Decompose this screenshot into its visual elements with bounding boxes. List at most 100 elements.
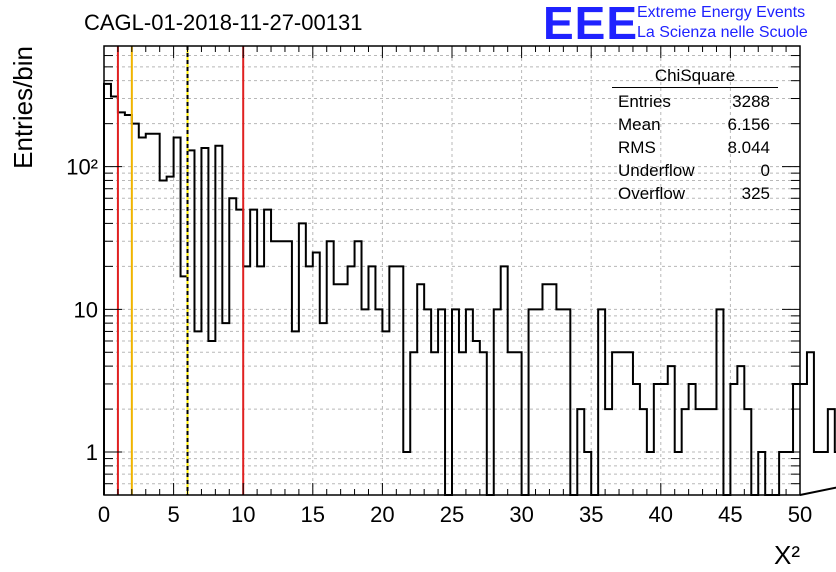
histogram-bin	[257, 266, 264, 495]
histogram-bin	[515, 352, 522, 495]
logo-line-1: Extreme Energy Events	[637, 4, 806, 21]
stats-value: 6.156	[727, 115, 770, 134]
histogram-bin	[473, 341, 480, 495]
histogram-bin	[689, 384, 696, 495]
x-tick-label: 30	[509, 502, 533, 527]
histogram-bin	[542, 284, 549, 495]
histogram-bin	[675, 452, 682, 495]
x-tick-label: 40	[649, 502, 673, 527]
histogram-bin	[431, 352, 438, 495]
histogram-bin	[368, 266, 375, 495]
y-tick-label: 1	[86, 440, 98, 465]
histogram-bin	[382, 331, 389, 495]
histogram-bin	[139, 137, 146, 495]
histogram-bin	[480, 352, 487, 495]
histogram-bin	[626, 352, 633, 495]
histogram-bin	[612, 352, 619, 495]
histogram-bin	[167, 177, 174, 495]
stats-value: 0	[760, 161, 770, 180]
histogram-bin	[438, 309, 445, 495]
histogram-bin	[410, 352, 417, 495]
histogram-bin	[828, 409, 835, 495]
histogram-bin	[814, 452, 821, 495]
x-tick-label: 10	[231, 502, 255, 527]
histogram-bin	[396, 266, 403, 495]
histogram-bin	[271, 241, 278, 495]
y-axis-label: Entries/bin	[8, 46, 38, 169]
histogram-bin	[146, 134, 153, 495]
logo-line-2: La Scienza nelle Scuole	[637, 24, 808, 41]
histogram-bin	[194, 331, 201, 495]
histogram-bin	[201, 148, 208, 495]
eee-logo: EEE	[543, 0, 639, 49]
stats-label: Overflow	[618, 184, 686, 203]
stats-row-mean: Mean 6.156	[612, 113, 778, 136]
histogram-bin	[299, 223, 306, 495]
histogram-bin	[800, 384, 807, 495]
histogram-bin	[807, 352, 814, 495]
histogram-bin	[737, 366, 744, 495]
stats-row-underflow: Underflow 0	[612, 159, 778, 182]
histogram-bin	[222, 323, 229, 495]
stats-name: ChiSquare	[612, 66, 778, 88]
histogram-bin	[668, 366, 675, 495]
histogram-bin	[327, 241, 334, 495]
histogram-bin	[730, 384, 737, 495]
histogram-bin	[341, 284, 348, 495]
histogram-bin	[125, 115, 132, 495]
histogram-bin	[758, 452, 765, 495]
histogram-bin	[529, 309, 536, 495]
histogram-bin	[661, 384, 668, 495]
histogram-bars	[103, 82, 836, 496]
stats-value: 3288	[732, 92, 770, 111]
histogram-bin	[313, 253, 320, 495]
histogram-bin	[459, 352, 466, 495]
y-tick-label: 10²	[66, 155, 98, 180]
x-tick-label: 25	[440, 502, 464, 527]
x-tick-label: 5	[167, 502, 179, 527]
stats-box: ChiSquare Entries 3288 Mean 6.156 RMS 8.044…	[612, 66, 778, 205]
x-tick-label: 35	[579, 502, 603, 527]
histogram-bin	[821, 452, 828, 495]
histogram-bin	[160, 180, 167, 495]
x-tick-label: 45	[718, 502, 742, 527]
histogram-bin	[549, 284, 556, 495]
histogram-bin	[619, 352, 626, 495]
histogram-bin	[452, 309, 459, 495]
histogram-bin	[744, 409, 751, 495]
histogram-bin	[605, 409, 612, 495]
stats-label: RMS	[618, 138, 656, 157]
threshold-lines	[116, 46, 245, 495]
x-tick-label: 20	[370, 502, 394, 527]
histogram-bin	[132, 124, 139, 495]
histogram-bin	[153, 134, 160, 495]
stats-row-rms: RMS 8.044	[612, 136, 778, 159]
histogram-bin	[306, 266, 313, 495]
histogram-bin	[793, 384, 800, 495]
histogram-bin	[466, 309, 473, 495]
histogram-bin	[118, 112, 125, 495]
histogram-bin	[710, 409, 717, 495]
x-tick-label: 50	[788, 502, 812, 527]
stats-label: Entries	[618, 92, 671, 111]
stats-value: 325	[741, 184, 770, 203]
histogram-bin	[508, 352, 515, 495]
histogram-bin	[779, 452, 786, 495]
histogram-bin	[188, 150, 195, 495]
histogram-bin	[654, 384, 661, 495]
histogram-bin	[536, 309, 543, 495]
chart-title: CAGL-01-2018-11-27-00131	[84, 10, 363, 35]
histogram-bin	[111, 96, 118, 495]
histogram-bin	[716, 309, 723, 495]
histogram-bin	[334, 284, 341, 495]
histogram-bin	[598, 309, 605, 495]
histogram-series	[103, 82, 836, 496]
stats-row-overflow: Overflow 325	[612, 182, 778, 205]
histogram-bin	[243, 266, 250, 495]
histogram-bin	[696, 409, 703, 495]
histogram-bin	[174, 137, 181, 495]
histogram-bin	[647, 452, 654, 495]
histogram-bin	[682, 409, 689, 495]
histogram-bin	[403, 452, 410, 495]
